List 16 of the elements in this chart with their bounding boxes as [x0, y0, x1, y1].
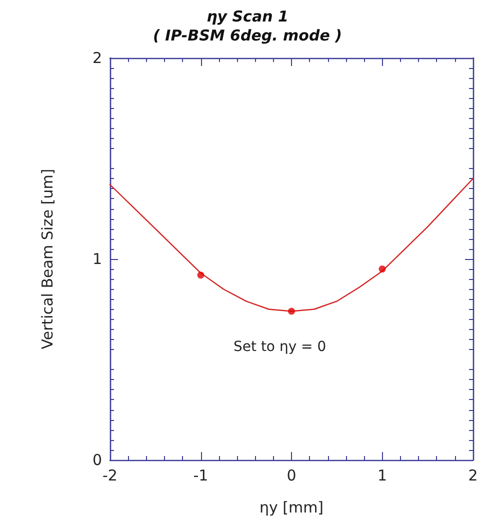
y-tick-label: 1 [92, 250, 102, 268]
x-tick-label: 1 [377, 466, 388, 484]
x-tick-label: -2 [102, 466, 118, 484]
x-tick-label: 2 [468, 466, 478, 484]
x-tick-label: -1 [193, 466, 208, 484]
chart-subtitle: ( IP-BSM 6deg. mode ) [153, 26, 342, 44]
chart-title: ηy Scan 1 [206, 8, 288, 26]
point [288, 308, 295, 315]
y-tick-label: 0 [92, 451, 102, 469]
y-axis-title: Vertical Beam Size [um] [38, 168, 56, 350]
point [197, 272, 204, 279]
x-axis-title: ηy [mm] [259, 498, 324, 516]
point [378, 266, 386, 273]
annotation: Set to ηy = 0 [234, 339, 326, 355]
x-tick-label: 0 [286, 466, 296, 484]
y-tick-label: 2 [92, 49, 102, 67]
